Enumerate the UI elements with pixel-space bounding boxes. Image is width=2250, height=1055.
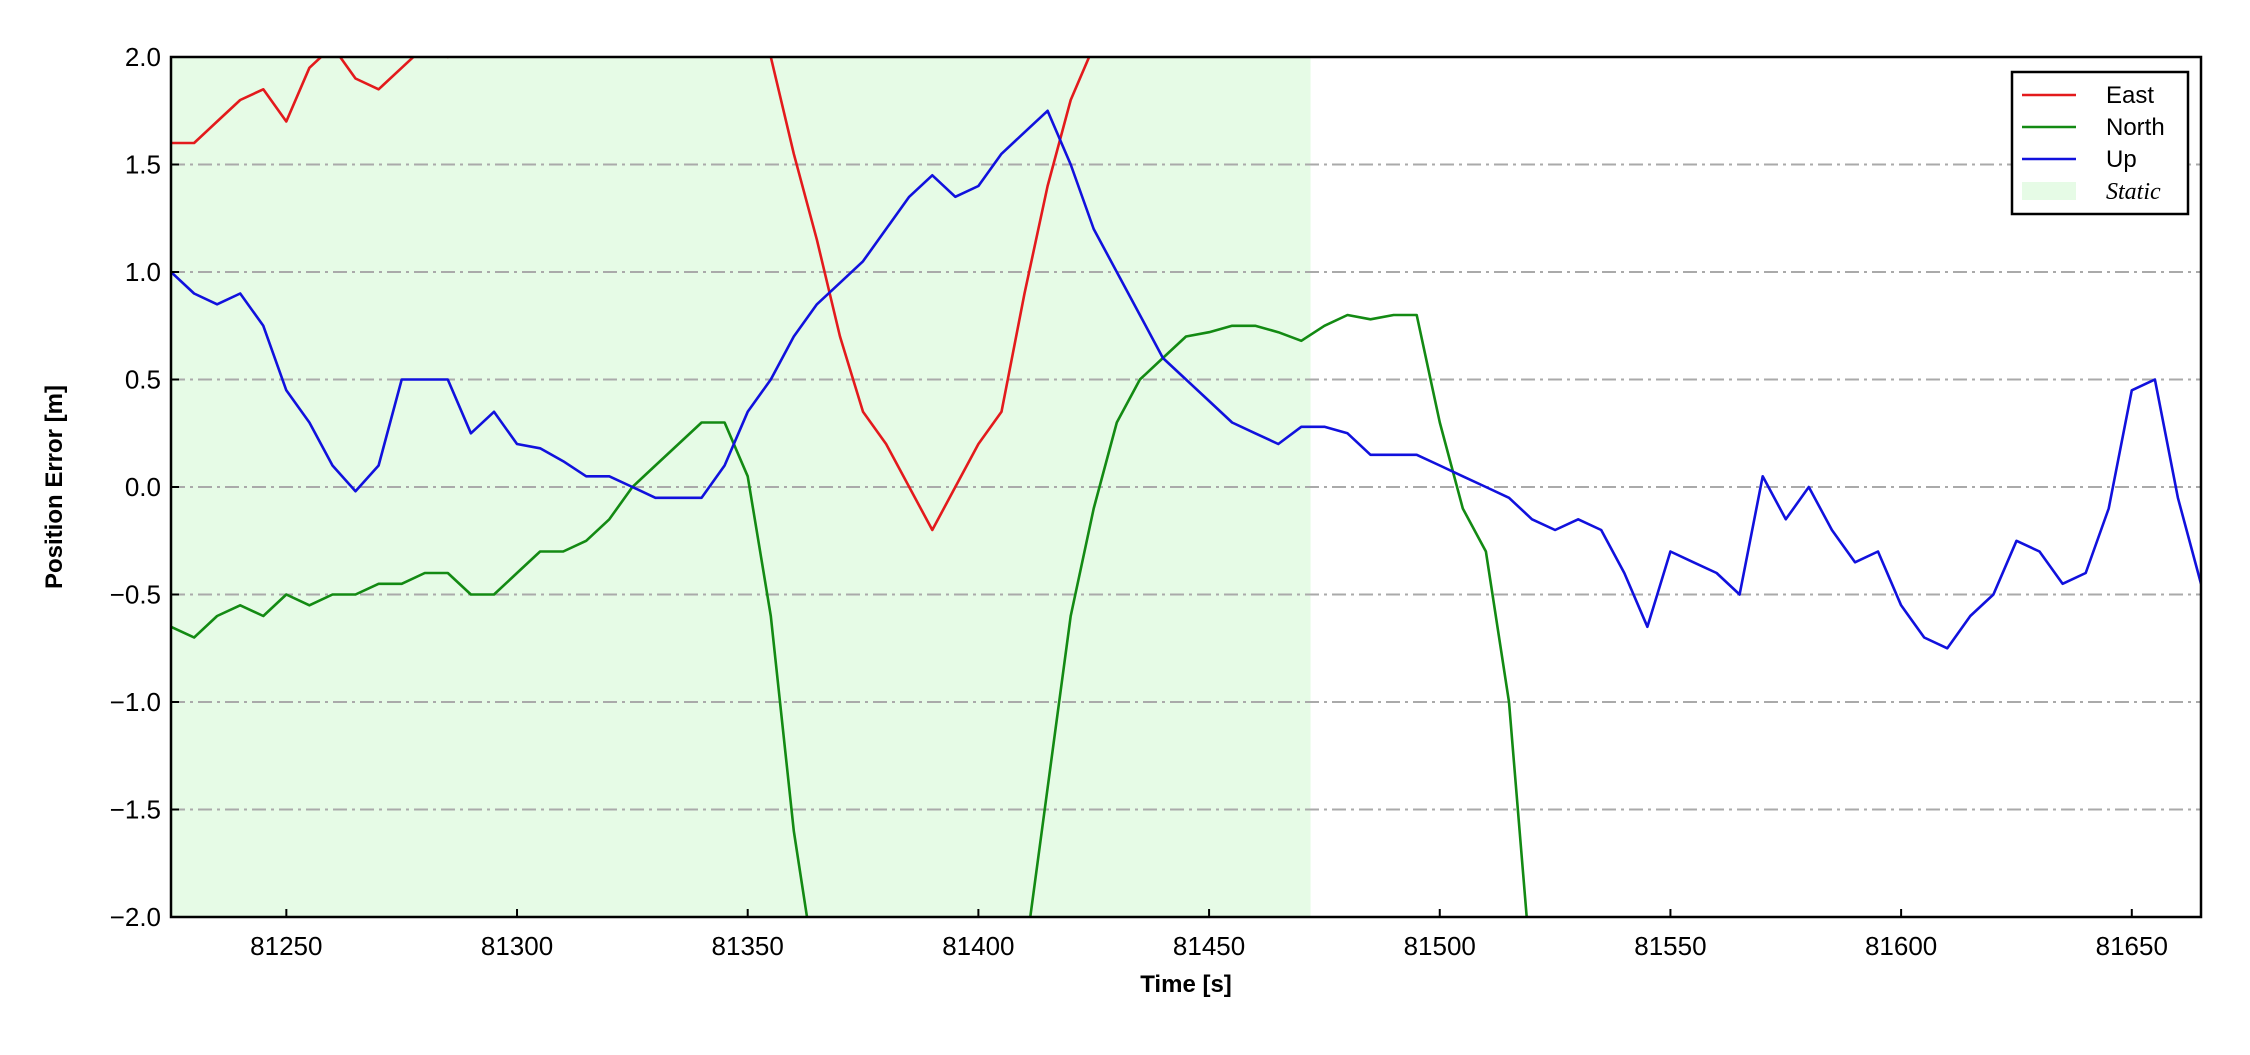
y-tick-label: −1.0 [110,687,161,717]
legend-label: Static [2106,179,2161,205]
series-line [171,109,2201,650]
y-tick-label: −1.5 [110,795,161,825]
legend-label: East [2106,82,2154,109]
plot-frame [169,55,2203,919]
x-tick-label: 81650 [2096,931,2168,961]
x-axis-label: Time [s] [1140,971,1232,998]
y-tick-label: −0.5 [110,580,161,610]
x-tick-label: 81300 [481,931,553,961]
x-tick-label: 81600 [1865,931,1937,961]
y-tick-label: 1.5 [125,150,161,180]
y-tick-label: 1.0 [125,257,161,287]
x-tick-label: 81550 [1634,931,1706,961]
legend-label: North [2106,114,2165,141]
legend: East North Up Static [2010,70,2190,216]
y-tick-label: −2.0 [110,902,161,932]
y-axis-label: Position Error [m] [41,385,68,589]
axes: 2.0 1.5 1.0 0.5 0.0 −0.5 −1.0 −1.5 −2.0 81250 8130… [110,42,2203,961]
legend-swatch [2022,182,2076,200]
x-tick-label: 81500 [1404,931,1476,961]
x-tick-label: 81350 [712,931,784,961]
series-line [171,313,1528,917]
series-line [171,57,1091,532]
x-tick-label: 81450 [1173,931,1245,961]
x-tick-label: 81400 [942,931,1014,961]
y-tick-label: 0.0 [125,472,161,502]
x-tick-label: 81250 [250,931,322,961]
y-tick-label: 0.5 [125,365,161,395]
y-tick-label: 2.0 [125,42,161,72]
legend-label: Up [2106,146,2137,173]
lines [171,57,2201,917]
